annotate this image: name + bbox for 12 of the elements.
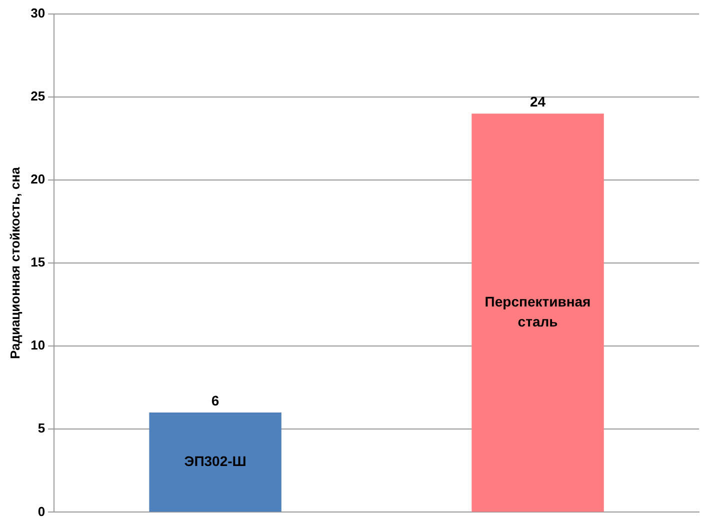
y-tick-label: 20 xyxy=(30,172,46,187)
y-tick-label: 25 xyxy=(30,88,46,104)
data-label: 6 xyxy=(211,392,220,408)
y-tick-label: 5 xyxy=(38,420,46,436)
y-tick-label: 10 xyxy=(30,338,46,353)
y-tick-label: 0 xyxy=(38,504,46,519)
x-tick-label: Перспективная сталь xyxy=(484,294,591,330)
x-tick-label: ЭП302-Ш xyxy=(184,452,246,469)
data-label: 24 xyxy=(530,94,546,110)
y-tick-label: 15 xyxy=(30,254,46,270)
y-tick-label: 30 xyxy=(30,6,46,21)
y-axis-title: Радиационная стойкость, сна xyxy=(7,166,22,360)
